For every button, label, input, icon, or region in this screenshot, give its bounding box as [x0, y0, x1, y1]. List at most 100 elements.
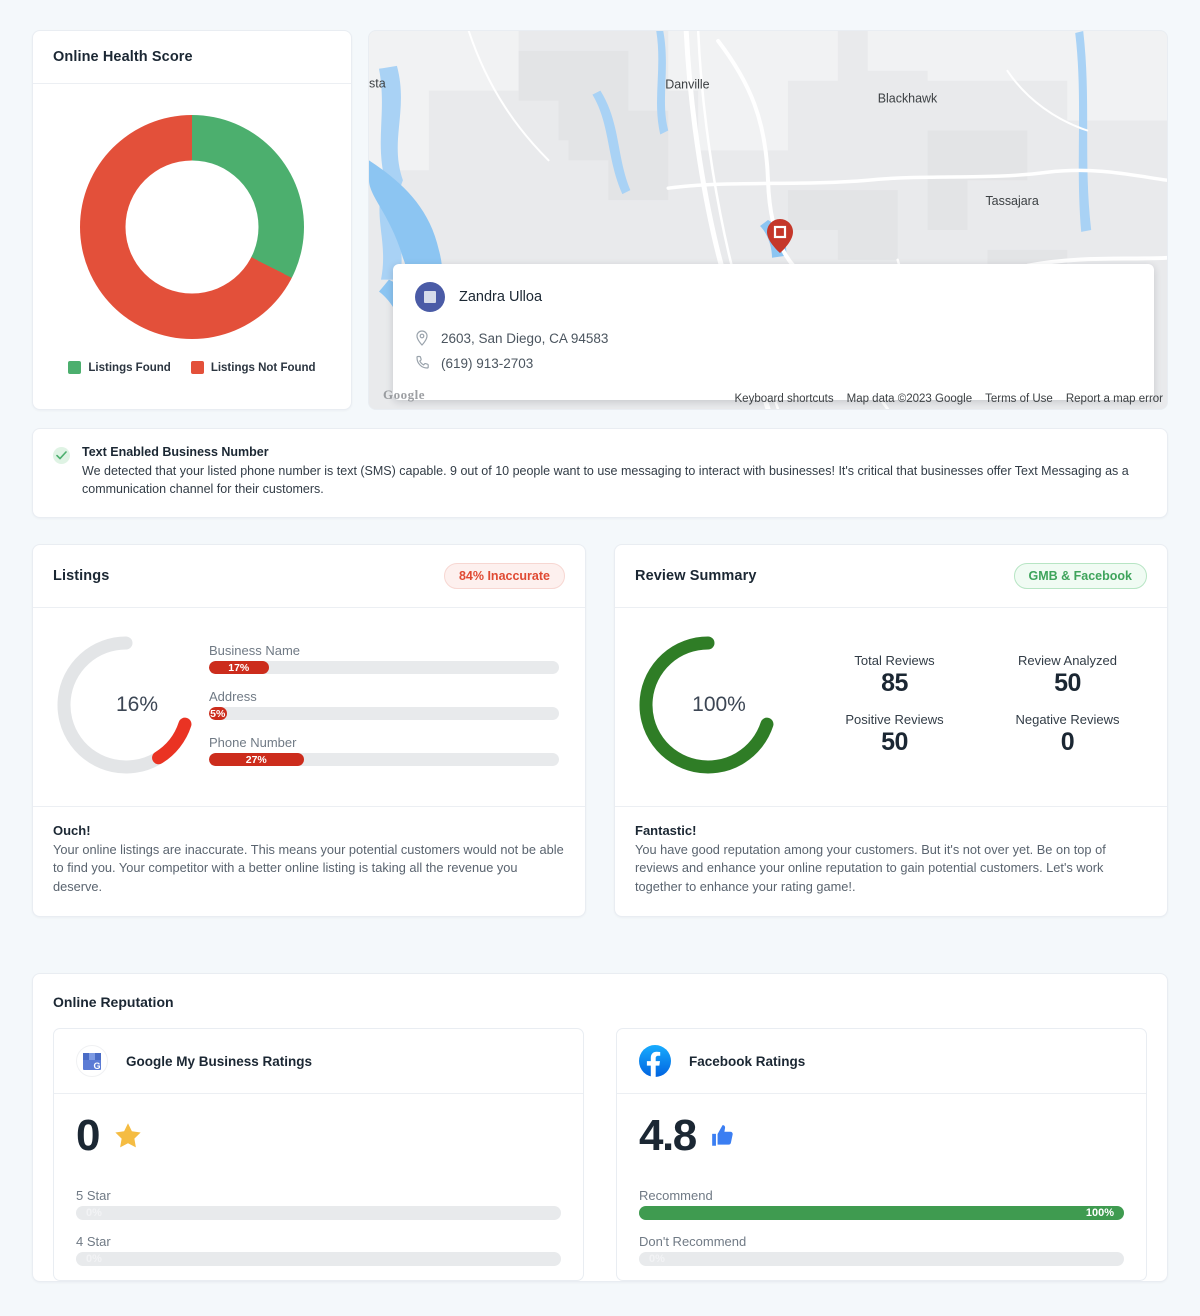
- listings-gauge-value: 16%: [115, 692, 159, 716]
- map-data-attribution: Map data ©2023 Google: [846, 393, 973, 405]
- legend-item-found: Listings Found: [68, 361, 171, 374]
- rating-track: 0%: [76, 1252, 561, 1267]
- thumbs-up-icon: [711, 1125, 733, 1146]
- stat-review-analyzed: Review Analyzed 50: [986, 653, 1149, 698]
- google-score-value: 0: [76, 1111, 100, 1161]
- bar-value: 17%: [228, 661, 250, 674]
- legend-label-found: Listings Found: [88, 361, 171, 374]
- page-title: Online Health Score: [53, 49, 193, 65]
- facebook-score: 4.8: [639, 1114, 1124, 1158]
- rating-row: 5 Star 0%: [76, 1188, 561, 1221]
- online-health-score-card: Online Health Score Listings Found Listi…: [32, 30, 352, 410]
- rating-label-dont-recommend: Don't Recommend: [639, 1234, 747, 1250]
- review-summary-title: Review Summary: [635, 567, 757, 584]
- rating-row: Recommend 100%: [639, 1188, 1124, 1221]
- map-report-error[interactable]: Report a map error: [1065, 393, 1163, 405]
- source-badge: GMB & Facebook: [1013, 562, 1147, 589]
- bar-label-business-name: Business Name: [209, 643, 301, 658]
- review-gauge-value: 100%: [692, 692, 746, 716]
- bar-fill: 5%: [209, 707, 227, 720]
- stat-label: Total Reviews: [854, 652, 935, 668]
- rating-row: 4 Star 0%: [76, 1234, 561, 1267]
- review-summary-header: Review Summary GMB & Facebook: [615, 545, 1167, 608]
- map-terms-of-use[interactable]: Terms of Use: [985, 393, 1053, 405]
- google-my-business-icon: G: [76, 1045, 108, 1078]
- rating-track: 0%: [76, 1206, 561, 1221]
- business-phone: (619) 913-2703: [441, 355, 534, 371]
- svg-text:G: G: [93, 1061, 100, 1071]
- listings-gauge: 16%: [51, 630, 201, 780]
- avatar: [415, 282, 445, 312]
- business-address: 2603, San Diego, CA 94583: [441, 330, 609, 346]
- check-circle-icon: [53, 447, 70, 464]
- rating-row: Don't Recommend 0%: [639, 1234, 1124, 1267]
- listings-card: Listings 84% Inaccurate 16% Business Nam…: [32, 543, 586, 918]
- rating-value: 0%: [86, 1207, 102, 1220]
- business-info-card: Zandra Ulloa 2603, San Diego, CA 94583 (…: [393, 264, 1154, 400]
- mid-row: Listings 84% Inaccurate 16% Business Nam…: [32, 543, 1168, 918]
- stat-value: 50: [1054, 668, 1081, 697]
- business-address-row: 2603, San Diego, CA 94583: [415, 330, 1132, 346]
- sms-banner-title: Text Enabled Business Number: [82, 445, 269, 459]
- business-header: Zandra Ulloa: [415, 282, 1132, 312]
- listings-footer: Ouch! Your online listings are inaccurat…: [33, 807, 585, 917]
- review-gauge-svg: [639, 636, 774, 773]
- review-footer-title: Fantastic!: [635, 822, 697, 838]
- check-icon: [56, 451, 67, 460]
- listings-title: Listings: [53, 567, 110, 584]
- listings-body: 16% Business Name 17% Address: [33, 608, 585, 807]
- health-donut-chart: [80, 115, 304, 339]
- bar-track: 5%: [209, 707, 559, 720]
- facebook-score-value: 4.8: [639, 1111, 697, 1161]
- bar-row: Phone Number 27%: [209, 735, 559, 766]
- google-ratings-header: G Google My Business Ratings: [54, 1029, 583, 1095]
- review-footer-body: You have good reputation among your cust…: [635, 841, 1106, 894]
- stat-value: 0: [1060, 727, 1075, 756]
- stat-label: Review Analyzed: [1018, 652, 1117, 668]
- top-row: Online Health Score Listings Found Listi…: [32, 30, 1168, 410]
- health-card-body: Listings Found Listings Not Found: [33, 84, 351, 409]
- listings-footer-title: Ouch!: [53, 822, 91, 838]
- rating-label-recommend: Recommend: [639, 1188, 713, 1204]
- google-logo: Google: [383, 387, 425, 402]
- bar-row: Address 5%: [209, 689, 559, 720]
- facebook-ratings-panel: Facebook Ratings 4.8 Recommend: [616, 1028, 1147, 1282]
- google-ratings-panel: G Google My Business Ratings 0 5 Star: [53, 1028, 584, 1282]
- rating-label-4-star: 4 Star: [76, 1234, 111, 1250]
- star-icon: [115, 1123, 141, 1148]
- location-map[interactable]: sta Danville Blackhawk Tassajara San Ram…: [368, 30, 1168, 410]
- map-label-sta: sta: [369, 77, 386, 91]
- stat-value: 50: [881, 727, 908, 756]
- donut-hole: [125, 160, 259, 294]
- sms-banner-body: We detected that your listed phone numbe…: [82, 464, 1129, 496]
- review-stats: Total Reviews 85 Review Analyzed 50 Posi…: [783, 653, 1149, 757]
- facebook-ratings-title: Facebook Ratings: [689, 1053, 806, 1069]
- stat-label: Positive Reviews: [845, 711, 944, 727]
- review-gauge: 100%: [633, 630, 783, 780]
- google-ratings-body: 0 5 Star 0% 4 Star 0%: [54, 1094, 583, 1280]
- facebook-ratings-header: Facebook Ratings: [617, 1029, 1146, 1095]
- reputation-panels: G Google My Business Ratings 0 5 Star: [53, 1028, 1147, 1282]
- stat-label: Negative Reviews: [1015, 711, 1120, 727]
- review-summary-footer: Fantastic! You have good reputation amon…: [615, 807, 1167, 917]
- donut-legend: Listings Found Listings Not Found: [68, 361, 316, 374]
- online-reputation-card: Online Reputation G Google My Business R…: [32, 973, 1168, 1283]
- rating-track: 0%: [639, 1252, 1124, 1267]
- legend-swatch-not-found: [190, 361, 204, 374]
- bar-track: 17%: [209, 661, 559, 674]
- text-enabled-business-banner: Text Enabled Business Number We detected…: [32, 428, 1168, 518]
- listings-header: Listings 84% Inaccurate: [33, 545, 585, 608]
- business-name: Zandra Ulloa: [459, 289, 543, 305]
- legend-label-not-found: Listings Not Found: [210, 361, 316, 374]
- health-card-header: Online Health Score: [33, 31, 351, 84]
- listings-footer-body: Your online listings are inaccurate. Thi…: [53, 841, 564, 894]
- map-label-tassajara: Tassajara: [985, 194, 1038, 208]
- map-keyboard-shortcuts[interactable]: Keyboard shortcuts: [734, 393, 834, 405]
- rating-value: 0%: [86, 1253, 102, 1266]
- review-summary-card: Review Summary GMB & Facebook 100% Total…: [614, 543, 1168, 918]
- rating-label-5-star: 5 Star: [76, 1188, 111, 1204]
- stat-total-reviews: Total Reviews 85: [813, 653, 976, 698]
- rating-value: 100%: [1085, 1207, 1114, 1220]
- listings-gauge-svg: [57, 636, 192, 773]
